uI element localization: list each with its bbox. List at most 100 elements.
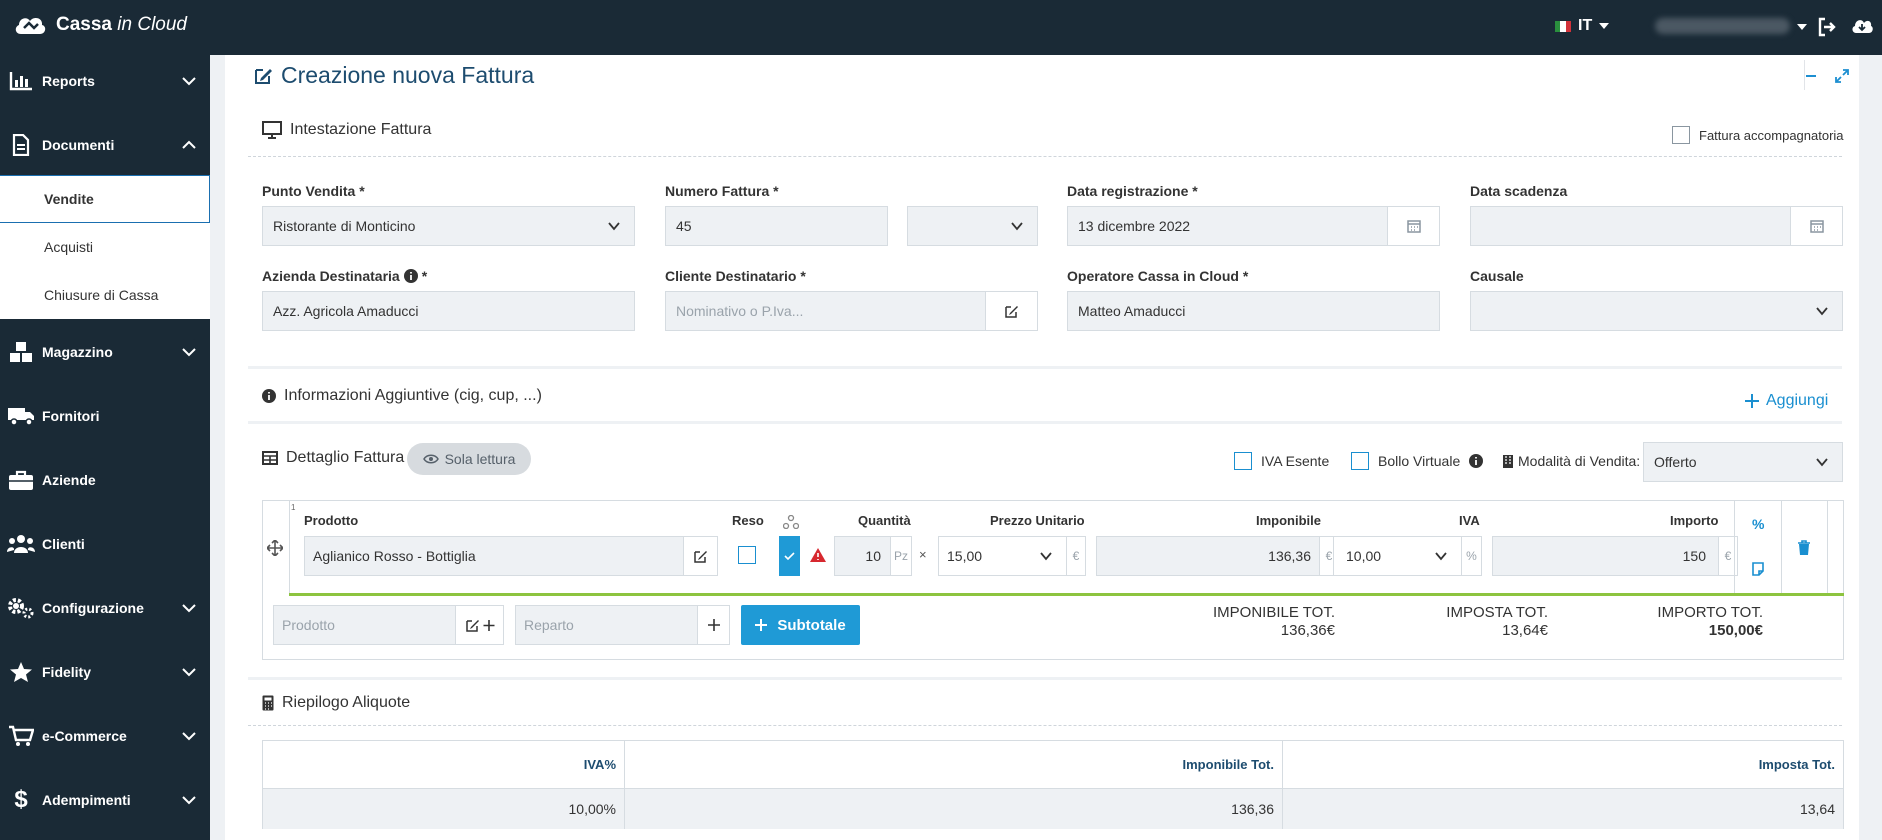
edit-cliente-button[interactable] bbox=[985, 292, 1037, 330]
punto-vendita-select[interactable]: Ristorante di Monticino bbox=[262, 206, 635, 246]
add-prodotto-input[interactable]: Prodotto bbox=[273, 605, 456, 645]
input-value: Azz. Agricola Amaducci bbox=[273, 303, 419, 319]
aggiungi-button[interactable]: Aggiungi bbox=[1745, 392, 1828, 410]
prezzo-select[interactable]: 15,00 bbox=[938, 536, 1067, 576]
sidebar-item-clienti[interactable]: Clienti bbox=[0, 522, 210, 566]
sidebar-item-aziende[interactable]: Aziende bbox=[0, 458, 210, 502]
modalita-vendita-select[interactable]: Offerto bbox=[1643, 442, 1843, 482]
causale-label: Causale bbox=[1470, 268, 1524, 284]
total-label: IMPOSTA TOT. bbox=[1446, 604, 1548, 621]
edit-add-prodotto-button[interactable] bbox=[455, 605, 504, 645]
checkbox-box[interactable] bbox=[1672, 126, 1690, 144]
percent-label: % bbox=[1461, 536, 1482, 576]
sidebar-item-configurazione[interactable]: Configurazione bbox=[0, 586, 210, 630]
currency-label: € bbox=[1066, 536, 1086, 576]
sidebar-item-adempimenti[interactable]: $ Adempimenti bbox=[0, 778, 210, 822]
user-caret-down-icon[interactable] bbox=[1797, 24, 1807, 30]
checkbox-box[interactable] bbox=[1234, 452, 1252, 470]
sidebar-item-label: Fornitori bbox=[42, 408, 100, 424]
sidebar-item-reports[interactable]: Reports bbox=[0, 59, 210, 103]
cloud-download-icon[interactable] bbox=[1851, 17, 1873, 35]
monitor-icon bbox=[262, 121, 282, 139]
sidebar-item-fornitori[interactable]: Fornitori bbox=[0, 394, 210, 438]
data-registrazione-input[interactable]: 13 dicembre 2022 bbox=[1067, 206, 1440, 246]
discount-percent-button[interactable]: % bbox=[1752, 516, 1765, 532]
minimize-button[interactable] bbox=[1799, 64, 1823, 88]
numero-fattura-input[interactable]: 45 bbox=[665, 206, 888, 246]
operatore-input[interactable]: Matteo Amaducci bbox=[1067, 291, 1440, 331]
sola-lettura-button[interactable]: Sola lettura bbox=[407, 443, 531, 475]
iva-select[interactable]: 10,00 bbox=[1333, 536, 1462, 576]
total-label: IMPONIBILE TOT. bbox=[1213, 604, 1335, 621]
window-controls-divider bbox=[1804, 60, 1805, 90]
numero-suffix-select[interactable] bbox=[907, 206, 1038, 246]
button-label: Sola lettura bbox=[444, 451, 516, 467]
bollo-virtuale-checkbox[interactable]: Bollo Virtuale bbox=[1351, 452, 1484, 470]
expand-button[interactable] bbox=[1830, 64, 1854, 88]
user-name-blurred[interactable] bbox=[1655, 18, 1790, 34]
submenu-item-chiusure-di-cassa[interactable]: Chiusure di Cassa bbox=[0, 271, 210, 319]
calendar-button[interactable] bbox=[1387, 207, 1439, 245]
move-icon[interactable] bbox=[267, 540, 283, 556]
boxes-icon bbox=[0, 341, 42, 363]
molecule-icon bbox=[783, 515, 799, 529]
info-icon[interactable] bbox=[403, 269, 418, 283]
sidebar-item-magazzino[interactable]: Magazzino bbox=[0, 330, 210, 374]
checkbox-label: Fattura accompagnatoria bbox=[1699, 127, 1844, 143]
checked-toggle[interactable] bbox=[779, 536, 800, 576]
column-header-prezzo: Prezzo Unitario bbox=[990, 513, 1085, 528]
warning-icon bbox=[810, 548, 826, 562]
submenu-item-vendite[interactable]: Vendite bbox=[0, 175, 210, 223]
minus-icon bbox=[1806, 75, 1816, 77]
input-value: 45 bbox=[676, 218, 692, 234]
submenu-item-acquisti[interactable]: Acquisti bbox=[0, 223, 210, 271]
document-icon bbox=[0, 134, 42, 156]
checkbox-label: Bollo Virtuale bbox=[1378, 453, 1461, 469]
data-scadenza-input[interactable] bbox=[1470, 206, 1843, 246]
logo[interactable]: Cassa in Cloud bbox=[12, 12, 187, 38]
subtotale-button[interactable]: Subtotale bbox=[741, 605, 860, 645]
logout-icon[interactable] bbox=[1818, 17, 1836, 37]
prodotto-cell[interactable]: Aglianico Rosso - Bottiglia bbox=[304, 536, 684, 576]
chevron-down-icon bbox=[182, 732, 196, 741]
total-label: IMPORTO TOT. bbox=[1657, 604, 1763, 621]
dollar-icon: $ bbox=[14, 786, 28, 813]
input-placeholder: Nominativo o P.Iva... bbox=[676, 303, 804, 319]
cliente-destinatario-input[interactable]: Nominativo o P.Iva... bbox=[665, 291, 1038, 331]
quantita-cell[interactable]: 10 bbox=[834, 536, 892, 576]
sidebar-item-documenti[interactable]: Documenti bbox=[0, 123, 210, 167]
edit-plus-icon bbox=[465, 619, 494, 632]
reso-checkbox[interactable] bbox=[738, 546, 756, 564]
edit-icon bbox=[1005, 305, 1018, 318]
column-header-importo: Importo bbox=[1670, 513, 1719, 528]
imponibile-totale: IMPONIBILE TOT. 136,36€ bbox=[1195, 604, 1335, 640]
info-icon[interactable] bbox=[1469, 454, 1484, 468]
importo-cell[interactable]: 150 bbox=[1492, 536, 1719, 576]
language-selector[interactable]: IT bbox=[1555, 17, 1610, 35]
chevron-up-icon bbox=[182, 140, 196, 149]
submenu-item-label: Acquisti bbox=[44, 239, 94, 255]
edit-prodotto-button[interactable] bbox=[683, 536, 718, 576]
column-divider bbox=[1781, 501, 1782, 593]
add-reparto-button[interactable] bbox=[697, 605, 730, 645]
button-label: Subtotale bbox=[777, 616, 846, 634]
data-registrazione-label: Data registrazione * bbox=[1067, 183, 1198, 199]
fattura-accompagnatoria-checkbox[interactable]: Fattura accompagnatoria bbox=[1672, 126, 1844, 144]
sidebar-item-e-commerce[interactable]: e-Commerce bbox=[0, 714, 210, 758]
sidebar-item-fidelity[interactable]: Fidelity bbox=[0, 650, 210, 694]
button-label: Aggiungi bbox=[1766, 392, 1829, 409]
sidebar-item-label: Adempimenti bbox=[42, 792, 131, 808]
cloud-logo-icon bbox=[15, 17, 46, 34]
add-reparto-input[interactable]: Reparto bbox=[515, 605, 698, 645]
eye-icon bbox=[422, 454, 439, 464]
trash-icon[interactable] bbox=[1797, 540, 1811, 556]
causale-select[interactable] bbox=[1470, 291, 1843, 331]
calendar-button[interactable] bbox=[1790, 207, 1842, 245]
sidebar-item-label: Configurazione bbox=[42, 600, 144, 616]
iva-esente-checkbox[interactable]: IVA Esente bbox=[1234, 452, 1329, 470]
plus-icon bbox=[1745, 394, 1759, 408]
azienda-destinataria-input[interactable]: Azz. Agricola Amaducci bbox=[262, 291, 635, 331]
checkbox-box[interactable] bbox=[1351, 452, 1369, 470]
punto-vendita-label: Punto Vendita * bbox=[262, 183, 365, 199]
note-icon[interactable] bbox=[1751, 562, 1765, 576]
